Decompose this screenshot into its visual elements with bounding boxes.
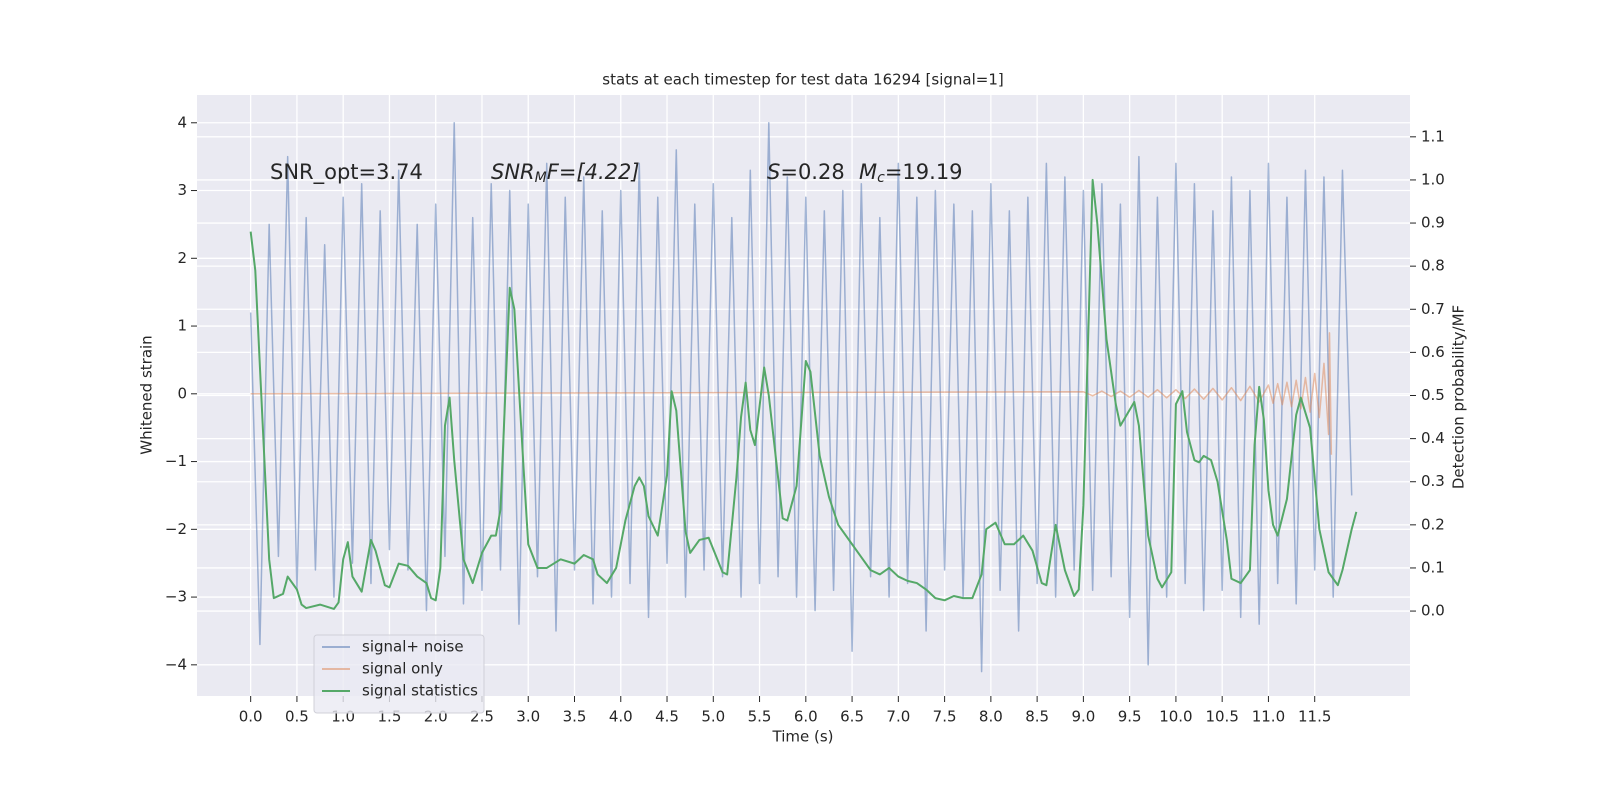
y-tick-label: −4 <box>165 655 187 673</box>
x-tick-label: 10.0 <box>1159 708 1192 726</box>
y2-tick-label: 0.4 <box>1421 429 1445 447</box>
annotation-part: F=[4.22] <box>547 160 640 184</box>
annotation: SNR_opt=3.74 <box>270 160 423 185</box>
y2-tick-label: 0.8 <box>1421 257 1445 275</box>
axes: −4 −3 −2 −1 0 1 2 3 4 0.0 0.1 0.2 0.3 0.4 0.5 0.6 0.7 0.8… <box>165 113 1445 725</box>
legend-label: signal statistics <box>362 682 478 700</box>
y2-tick-label: 1.1 <box>1421 127 1445 145</box>
y2-tick-label: 0.7 <box>1421 300 1445 318</box>
legend-label: signal only <box>362 660 443 678</box>
x-tick-label: 0.0 <box>239 708 263 726</box>
y2-tick-label: 0.0 <box>1421 602 1445 620</box>
series-line <box>249 178 1358 610</box>
y-tick-label: −2 <box>165 520 187 538</box>
annotation-part: SNR <box>491 160 535 184</box>
legend-box <box>313 634 485 714</box>
series-line <box>250 332 1333 455</box>
x-tick-label: 3.5 <box>563 708 587 726</box>
y2-tick-label: 0.2 <box>1421 515 1445 533</box>
annotation-sub: M <box>535 170 547 186</box>
x-axis-label: Time (s) <box>772 728 834 746</box>
annotation: Mc=19.19 <box>859 160 963 186</box>
annotation: SNRMF=[4.22] <box>491 160 640 186</box>
y-tick-label: −1 <box>165 452 187 470</box>
y-tick-label: 3 <box>177 181 187 199</box>
y-tick-label: 2 <box>177 249 187 267</box>
x-tick-label: 10.5 <box>1205 708 1238 726</box>
x-tick-label: 4.0 <box>609 708 633 726</box>
y2-tick-label: 1.0 <box>1421 170 1445 188</box>
y2-tick-label: 0.9 <box>1421 214 1445 232</box>
x-tick-label: 6.5 <box>840 708 864 726</box>
y2-axis-label: Detection probability/MF <box>1450 305 1468 489</box>
x-tick-label: 5.0 <box>701 708 725 726</box>
x-tick-label: 11.5 <box>1298 708 1331 726</box>
annotation-part: S <box>767 160 780 184</box>
annotation-sub: c <box>877 170 885 186</box>
series-line <box>249 122 1353 673</box>
x-tick-label: 8.5 <box>1025 708 1049 726</box>
x-tick-label: 0.5 <box>285 708 309 726</box>
y2-tick-label: 0.6 <box>1421 343 1445 361</box>
y-tick-label: 1 <box>177 317 187 335</box>
x-tick-label: 7.5 <box>933 708 957 726</box>
x-tick-label: 9.0 <box>1071 708 1095 726</box>
annotation-part: M <box>859 160 877 184</box>
legend: signal+ noise signal only signal statistic… <box>313 634 485 714</box>
x-tick-label: 3.0 <box>516 708 540 726</box>
x-tick-label: 11.0 <box>1252 708 1285 726</box>
legend-label: signal+ noise <box>362 638 464 656</box>
y2-tick-label: 0.1 <box>1421 558 1445 576</box>
chart-title: stats at each timestep for test data 162… <box>602 71 1003 89</box>
x-tick-label: 8.0 <box>979 708 1003 726</box>
annotation: S=0.28 <box>767 160 845 184</box>
y-axis-label: Whitened strain <box>138 335 156 454</box>
annotation-part: =19.19 <box>885 160 963 184</box>
annotation-part: =0.28 <box>780 160 844 184</box>
x-tick-label: 5.5 <box>748 708 772 726</box>
y2-tick-label: 0.3 <box>1421 472 1445 490</box>
y-tick-label: 0 <box>177 384 187 402</box>
marks <box>249 122 1358 673</box>
x-tick-label: 4.5 <box>655 708 679 726</box>
y2-tick-label: 0.5 <box>1421 386 1445 404</box>
x-tick-label: 7.0 <box>886 708 910 726</box>
x-tick-label: 6.0 <box>794 708 818 726</box>
y-tick-label: 4 <box>177 113 187 131</box>
x-tick-label: 9.5 <box>1118 708 1142 726</box>
y-tick-label: −3 <box>165 588 187 606</box>
